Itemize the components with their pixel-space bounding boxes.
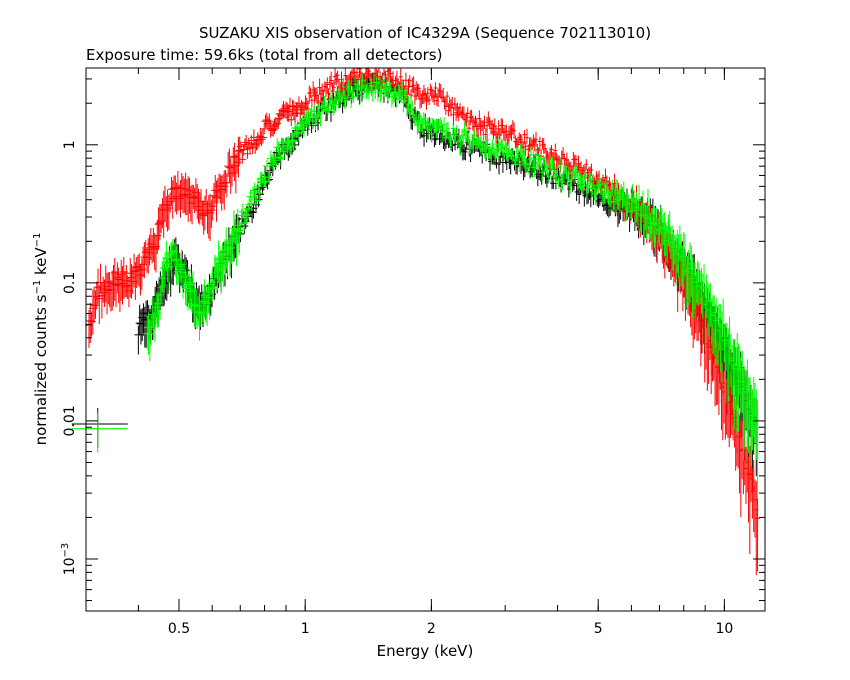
y-axis-label: normalized counts s−1 keV−1 bbox=[32, 233, 50, 446]
x-axis-label: Energy (keV) bbox=[377, 642, 474, 660]
x-tick-label: 5 bbox=[594, 621, 603, 637]
x-tick-label: 10 bbox=[715, 621, 733, 637]
series-0 bbox=[71, 71, 759, 492]
y-tick-label: 1 bbox=[62, 140, 78, 149]
x-tick-label: 1 bbox=[301, 621, 310, 637]
y-axis-label-main: normalized counts s bbox=[32, 294, 50, 445]
chart-title: SUZAKU XIS observation of IC4329A (Seque… bbox=[199, 24, 651, 42]
series-layer bbox=[71, 67, 760, 576]
x-tick-label: 0.5 bbox=[168, 621, 190, 637]
y-axis-label-exp2: −1 bbox=[32, 233, 43, 248]
ticks-layer: 0.5 1 2 5 10 1 0.1 0.01 10−3 bbox=[60, 68, 765, 637]
chart-subtitle: Exposure time: 59.6ks (total from all de… bbox=[86, 46, 442, 64]
y-tick-label: 0.1 bbox=[62, 272, 78, 294]
series-2 bbox=[71, 74, 760, 499]
y-axis-label-unit: keV bbox=[32, 247, 50, 280]
x-tick-label: 2 bbox=[427, 621, 436, 637]
y-axis-label-exp1: −1 bbox=[32, 280, 43, 295]
y-tick-label: 10−3 bbox=[60, 543, 78, 576]
y-tick-label: 0.01 bbox=[62, 405, 78, 436]
plot-frame bbox=[85, 67, 766, 612]
series-1 bbox=[85, 67, 760, 576]
